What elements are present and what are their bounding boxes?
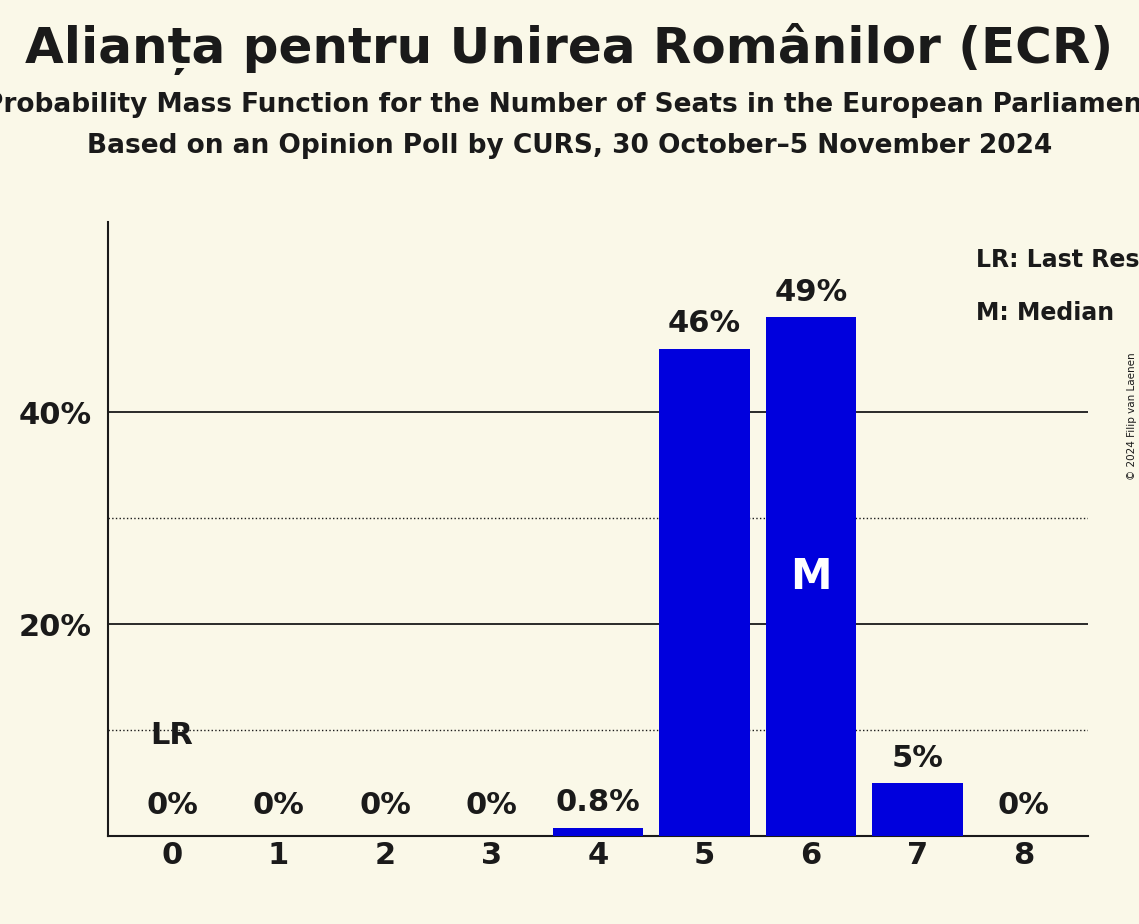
Bar bbox=[872, 784, 962, 836]
Bar bbox=[765, 317, 857, 836]
Text: Based on an Opinion Poll by CURS, 30 October–5 November 2024: Based on an Opinion Poll by CURS, 30 Oct… bbox=[87, 133, 1052, 159]
Text: 5%: 5% bbox=[892, 744, 943, 772]
Text: © 2024 Filip van Laenen: © 2024 Filip van Laenen bbox=[1126, 352, 1137, 480]
Text: 0%: 0% bbox=[146, 791, 198, 821]
Bar bbox=[659, 349, 749, 836]
Text: 0%: 0% bbox=[466, 791, 517, 821]
Text: Probability Mass Function for the Number of Seats in the European Parliament: Probability Mass Function for the Number… bbox=[0, 92, 1139, 118]
Text: 0.8%: 0.8% bbox=[556, 788, 640, 817]
Text: M: M bbox=[790, 555, 831, 598]
Text: Alianța pentru Unirea Românilor (ECR): Alianța pentru Unirea Românilor (ECR) bbox=[25, 23, 1114, 75]
Text: LR: LR bbox=[150, 721, 194, 750]
Text: LR: Last Result: LR: Last Result bbox=[976, 249, 1139, 273]
Text: 0%: 0% bbox=[253, 791, 304, 821]
Text: M: Median: M: Median bbox=[976, 301, 1114, 325]
Text: 49%: 49% bbox=[775, 277, 847, 307]
Text: 0%: 0% bbox=[359, 791, 411, 821]
Text: 46%: 46% bbox=[667, 310, 741, 338]
Bar bbox=[552, 828, 644, 836]
Text: 0%: 0% bbox=[998, 791, 1050, 821]
